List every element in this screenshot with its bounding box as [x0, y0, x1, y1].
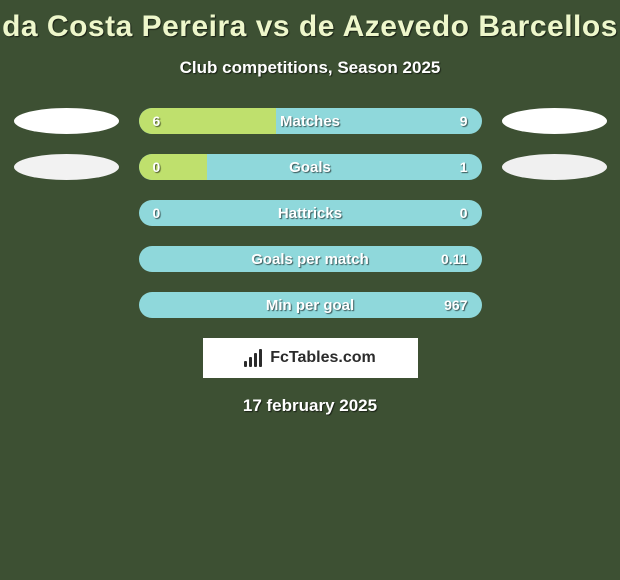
stat-label: Goals per match — [139, 246, 482, 272]
infographic-container: da Costa Pereira vs de Azevedo Barcellos… — [0, 0, 620, 580]
comparison-chart: 69Matches01Goals00Hattricks0.11Goals per… — [0, 108, 620, 318]
stat-bar: 01Goals — [139, 154, 482, 180]
stat-bar: 0.11Goals per match — [139, 246, 482, 272]
stat-row: 967Min per goal — [0, 292, 620, 318]
stat-right-value: 0 — [460, 200, 468, 226]
player-indicator-left — [14, 108, 119, 134]
stat-left-value: 6 — [153, 108, 161, 134]
stat-left-value: 0 — [153, 154, 161, 180]
brand-badge: FcTables.com — [203, 338, 418, 378]
stat-label: Min per goal — [139, 292, 482, 318]
stat-row: 69Matches — [0, 108, 620, 134]
stat-bar-fill — [139, 154, 208, 180]
bar-chart-icon — [244, 349, 266, 367]
date-label: 17 february 2025 — [0, 396, 620, 416]
stat-label: Hattricks — [139, 200, 482, 226]
stat-row: 0.11Goals per match — [0, 246, 620, 272]
stat-left-value: 0 — [153, 200, 161, 226]
player-indicator-right — [502, 108, 607, 134]
stat-bar: 69Matches — [139, 108, 482, 134]
stat-row: 01Goals — [0, 154, 620, 180]
stat-right-value: 967 — [444, 292, 467, 318]
stat-bar: 967Min per goal — [139, 292, 482, 318]
brand-text: FcTables.com — [270, 349, 376, 367]
stat-row: 0 0Hattricks — [0, 200, 620, 226]
page-title: da Costa Pereira vs de Azevedo Barcellos — [0, 0, 620, 44]
stat-bar: 0 0Hattricks — [139, 200, 482, 226]
stat-right-value: 1 — [460, 154, 468, 180]
stat-right-value: 0.11 — [441, 246, 467, 272]
subtitle: Club competitions, Season 2025 — [0, 58, 620, 78]
player-indicator-left — [14, 154, 119, 180]
player-indicator-right — [502, 154, 607, 180]
stat-right-value: 9 — [460, 108, 468, 134]
